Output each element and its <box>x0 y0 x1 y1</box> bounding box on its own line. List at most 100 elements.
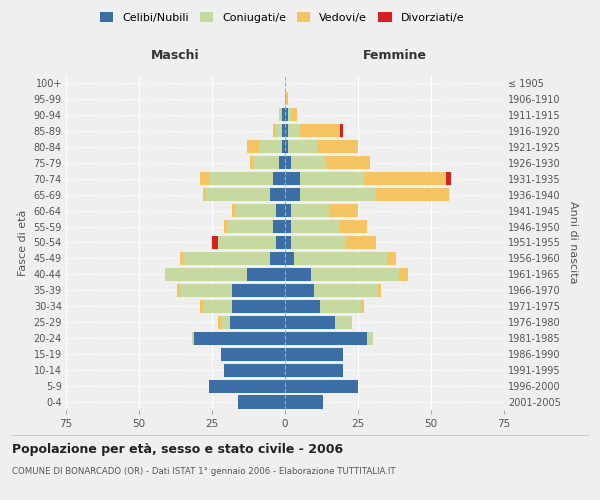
Bar <box>209 172 274 185</box>
Bar <box>232 284 285 297</box>
Bar <box>288 140 317 153</box>
Bar <box>314 284 379 297</box>
Bar <box>218 236 276 249</box>
Bar <box>279 108 282 122</box>
Bar <box>446 172 451 185</box>
Bar <box>285 156 291 170</box>
Bar <box>299 172 364 185</box>
Bar <box>285 284 314 297</box>
Bar <box>288 108 291 122</box>
Bar <box>291 236 346 249</box>
Bar <box>271 188 285 201</box>
Bar <box>274 220 285 233</box>
Bar <box>247 268 285 281</box>
Bar <box>259 140 282 153</box>
Y-axis label: Anni di nascita: Anni di nascita <box>568 201 578 284</box>
Bar <box>227 220 274 233</box>
Bar <box>250 156 253 170</box>
Bar <box>346 236 376 249</box>
Bar <box>238 396 285 408</box>
Bar <box>209 380 285 392</box>
Bar <box>285 364 343 376</box>
Text: Popolazione per età, sesso e stato civile - 2006: Popolazione per età, sesso e stato civil… <box>12 442 343 456</box>
Bar <box>230 316 285 329</box>
Bar <box>288 124 299 138</box>
Bar <box>200 172 209 185</box>
Bar <box>177 284 180 297</box>
Bar <box>282 124 285 138</box>
Bar <box>285 348 343 360</box>
Bar <box>279 156 285 170</box>
Bar <box>221 316 230 329</box>
Bar <box>285 316 335 329</box>
Bar <box>376 188 449 201</box>
Bar <box>335 316 352 329</box>
Bar <box>274 124 276 138</box>
Bar <box>183 252 271 265</box>
Bar <box>285 252 294 265</box>
Text: Femmine: Femmine <box>362 49 427 62</box>
Bar <box>291 220 340 233</box>
Bar <box>180 252 183 265</box>
Bar <box>299 124 340 138</box>
Bar <box>253 156 279 170</box>
Bar <box>285 204 291 217</box>
Bar <box>276 236 285 249</box>
Bar <box>291 108 296 122</box>
Bar <box>282 140 285 153</box>
Bar <box>191 332 194 345</box>
Bar <box>285 92 288 106</box>
Bar <box>285 140 288 153</box>
Bar <box>291 204 329 217</box>
Y-axis label: Fasce di età: Fasce di età <box>18 210 28 276</box>
Bar <box>340 220 367 233</box>
Bar <box>218 316 221 329</box>
Bar <box>299 188 376 201</box>
Bar <box>317 140 358 153</box>
Bar <box>285 236 291 249</box>
Bar <box>285 268 311 281</box>
Bar <box>387 252 396 265</box>
Bar <box>276 204 285 217</box>
Bar <box>271 252 285 265</box>
Bar <box>276 124 282 138</box>
Bar <box>200 300 203 313</box>
Bar <box>379 284 382 297</box>
Bar <box>232 300 285 313</box>
Bar <box>203 300 232 313</box>
Bar <box>285 380 358 392</box>
Text: COMUNE DI BONARCADO (OR) - Dati ISTAT 1° gennaio 2006 - Elaborazione TUTTITALIA.: COMUNE DI BONARCADO (OR) - Dati ISTAT 1°… <box>12 468 395 476</box>
Legend: Celibi/Nubili, Coniugati/e, Vedovi/e, Divorziati/e: Celibi/Nubili, Coniugati/e, Vedovi/e, Di… <box>95 8 469 28</box>
Bar <box>285 220 291 233</box>
Bar <box>294 252 387 265</box>
Bar <box>285 300 320 313</box>
Bar <box>232 204 235 217</box>
Bar <box>285 332 367 345</box>
Bar <box>285 396 323 408</box>
Bar <box>399 268 407 281</box>
Bar <box>203 188 206 201</box>
Bar <box>285 124 288 138</box>
Bar <box>247 140 259 153</box>
Bar <box>274 172 285 185</box>
Bar <box>235 204 276 217</box>
Bar <box>180 284 232 297</box>
Text: Maschi: Maschi <box>151 49 200 62</box>
Bar <box>311 268 399 281</box>
Bar <box>194 332 285 345</box>
Bar <box>285 188 299 201</box>
Bar <box>285 172 299 185</box>
Bar <box>340 124 343 138</box>
Bar <box>224 220 227 233</box>
Bar <box>165 268 247 281</box>
Bar <box>291 156 326 170</box>
Bar <box>364 172 446 185</box>
Bar <box>282 108 285 122</box>
Bar <box>212 236 218 249</box>
Bar <box>206 188 271 201</box>
Bar <box>361 300 364 313</box>
Bar <box>224 364 285 376</box>
Bar <box>285 108 288 122</box>
Bar <box>367 332 373 345</box>
Bar <box>320 300 361 313</box>
